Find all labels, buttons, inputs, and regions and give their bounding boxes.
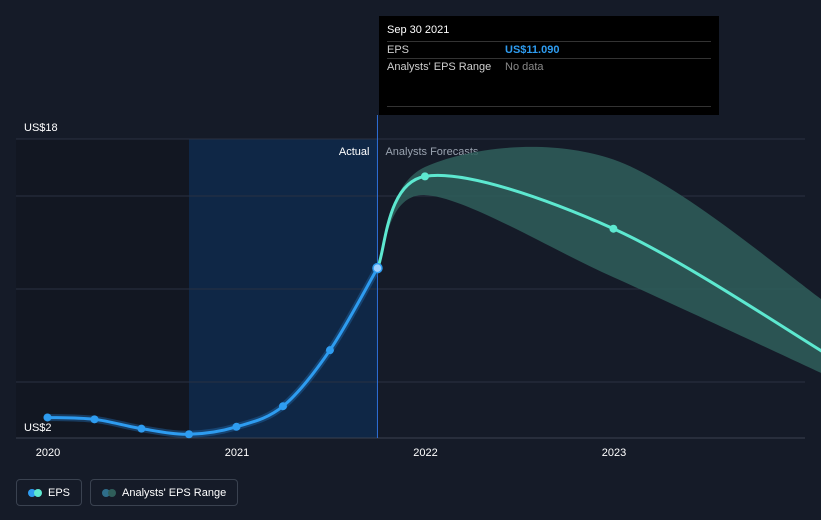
range-legend-icon [102, 488, 117, 497]
tooltip-range-label: Analysts' EPS Range [387, 61, 492, 73]
y-tick-label-bottom: US$2 [24, 422, 52, 434]
legend-eps[interactable]: EPS [16, 479, 83, 506]
eps-actual-point-1 [90, 415, 99, 424]
eps-forecast-line [376, 174, 821, 353]
eps-actual-point-7 [372, 262, 383, 274]
analysts-eps-range-band [377, 146, 821, 373]
tooltip-eps-label: EPS [387, 44, 410, 56]
tooltip-range-value: No data [505, 61, 544, 73]
eps-actual-point-5 [278, 402, 287, 411]
eps-actual-point-0 [43, 413, 52, 422]
eps-chart: US$18 US$2 2020 2021 2022 2023 Actual Analysts … [16, 115, 821, 459]
eps-actual-point-3 [184, 430, 193, 439]
eps-forecast-point-0 [420, 172, 429, 181]
tooltip-row-eps: EPS US$11.090 [387, 41, 711, 58]
legend-eps-label: EPS [48, 486, 71, 499]
eps-forecast-point-1 [609, 224, 618, 233]
tooltip-eps-value: US$11.090 [505, 44, 560, 56]
eps-actual-point-2 [137, 424, 146, 433]
x-tick-label-2022: 2022 [413, 447, 437, 459]
eps-actual-point-4 [232, 422, 241, 431]
legend: EPS Analysts' EPS Range [16, 479, 239, 506]
tooltip-divider [387, 106, 711, 107]
tooltip-date: Sep 30 2021 [387, 24, 450, 36]
eps-legend-icon [28, 488, 42, 497]
x-tick-label-2023: 2023 [602, 447, 626, 459]
tooltip: Sep 30 2021 EPS US$11.090 Analysts' EPS … [379, 16, 719, 115]
legend-range-label: Analysts' EPS Range [122, 486, 227, 499]
section-label-actual: Actual [339, 146, 370, 158]
legend-range[interactable]: Analysts' EPS Range [90, 479, 239, 506]
section-label-forecast: Analysts Forecasts [385, 146, 478, 158]
x-tick-label-2021: 2021 [225, 447, 249, 459]
tooltip-row-range: Analysts' EPS Range No data [387, 58, 711, 75]
eps-actual-point-6 [325, 346, 334, 355]
x-tick-label-2020: 2020 [36, 447, 60, 459]
y-tick-label-top: US$18 [24, 122, 58, 134]
